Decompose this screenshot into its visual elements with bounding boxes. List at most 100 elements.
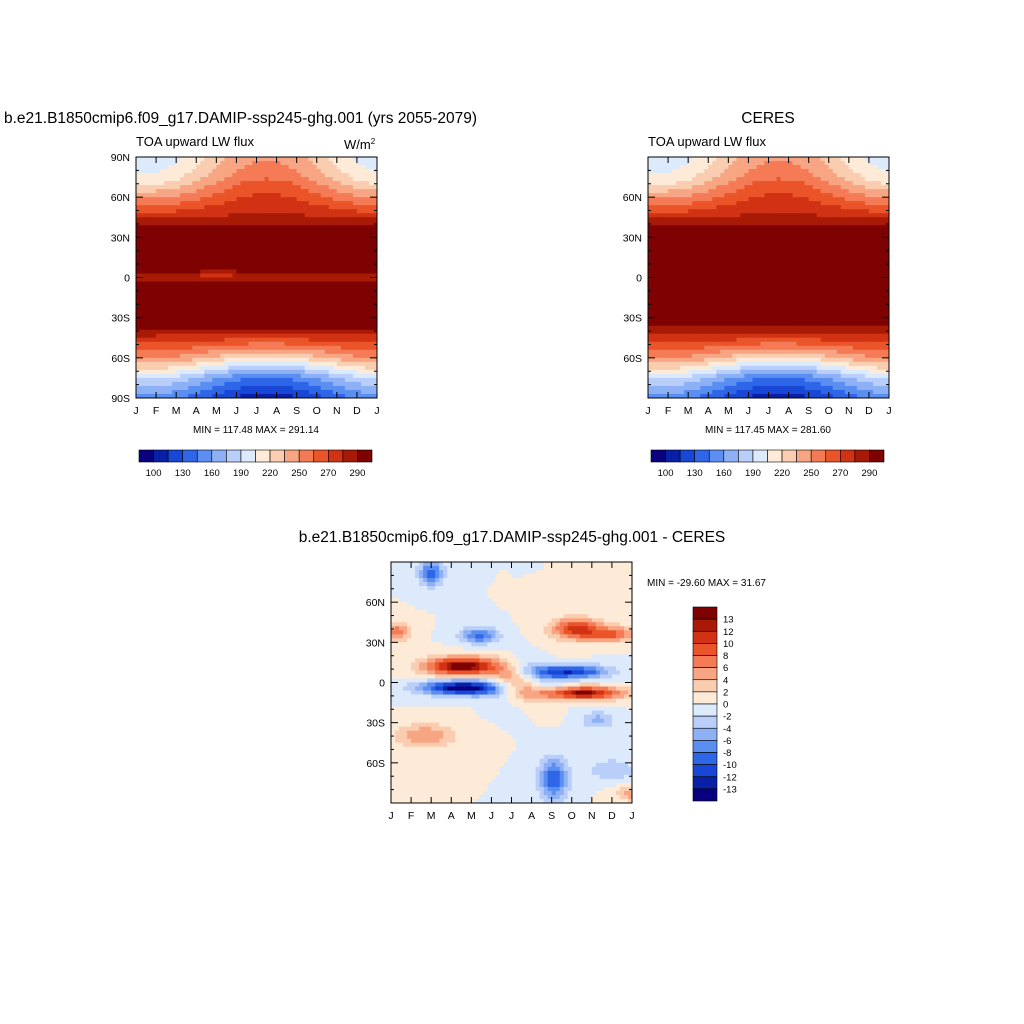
obs-x-tick-label: N [845, 405, 853, 417]
model-colorbar-box [357, 449, 373, 463]
diff-colorbar-box [692, 776, 718, 790]
diff-colorbar-label: -12 [723, 772, 737, 783]
obs-x-tick-label: D [865, 405, 873, 417]
diff-colorbar-label: -4 [723, 724, 731, 735]
model-colorbar-box [328, 449, 344, 463]
obs-title: CERES [741, 110, 794, 127]
model-colorbar-label: 290 [350, 468, 366, 479]
model-x-tick-label: J [234, 405, 239, 417]
obs-colorbar-label: 160 [716, 468, 732, 479]
obs-colorbar-box [781, 449, 797, 463]
diff-x-tick-label: D [608, 810, 616, 822]
obs-x-tick-label: J [746, 405, 751, 417]
model-colorbar-label: 160 [204, 468, 220, 479]
model-y-tick-label: 60N [111, 192, 130, 204]
diff-colorbar-label: 0 [723, 700, 728, 711]
model-x-tick-label: A [193, 405, 200, 417]
field-cells [648, 157, 889, 398]
model-x-tick-label: J [254, 405, 259, 417]
diff-colorbar-box [692, 764, 718, 778]
diff-colorbar-label: -2 [723, 712, 731, 723]
model-colorbar-box [255, 449, 271, 463]
obs-heatmap [648, 157, 889, 398]
diff-colorbar-label: -13 [723, 784, 737, 795]
model-colorbar-box [138, 449, 154, 463]
model-y-tick-label: 30N [111, 232, 130, 244]
diff-y-tick-label: 30S [366, 718, 385, 730]
obs-y-tick-label: 30S [623, 313, 642, 325]
diff-colorbar-label: 8 [723, 651, 728, 662]
diff-colorbar-label: -10 [723, 760, 737, 771]
diff-colorbar-box [692, 715, 718, 729]
diff-colorbar-box [692, 788, 718, 802]
diff-colorbar-label: 13 [723, 615, 734, 626]
obs-colorbar-box [752, 449, 768, 463]
diff-x-tick-label: J [388, 810, 393, 822]
model-x-tick-label: D [353, 405, 361, 417]
obs-colorbar-box [825, 449, 841, 463]
obs-x-tick-label: M [724, 405, 733, 417]
obs-y-tick-label: 0 [636, 273, 642, 285]
diff-x-tick-label: O [568, 810, 576, 822]
model-colorbar-box [313, 449, 329, 463]
diff-colorbar-box [692, 740, 718, 753]
obs-colorbar-box [694, 449, 710, 463]
diff-x-tick-label: J [509, 810, 514, 822]
model-colorbar-box [153, 449, 169, 463]
obs-colorbar-label: 290 [862, 468, 878, 479]
diff-x-tick-label: A [528, 810, 535, 822]
model-colorbar-label: 250 [291, 468, 307, 479]
model-colorbar-box [284, 449, 300, 463]
obs-colorbar-label: 220 [774, 468, 790, 479]
model-colorbar-box [196, 449, 213, 463]
model-x-tick-label: N [333, 405, 341, 417]
obs-colorbar-box [679, 449, 695, 463]
diff-y-tick-label: 60S [366, 758, 385, 770]
model-x-tick-label: J [374, 405, 379, 417]
model-colorbar-box [167, 449, 183, 463]
obs-colorbar-box [869, 449, 885, 463]
diff-colorbar-box [692, 630, 718, 644]
obs-colorbar: 100 130 160 190 220 250 270 290 [650, 449, 885, 479]
obs-colorbar-box [840, 449, 856, 463]
diff-colorbar-box [692, 691, 718, 705]
model-units: W/m2 [344, 137, 376, 152]
model-x-tick-label: O [313, 405, 321, 417]
model-colorbar-box [269, 449, 285, 463]
model-title: b.e21.B1850cmip6.f09_g17.DAMIP-ssp245-gh… [4, 110, 477, 127]
diff-y-tick-label: 30N [366, 637, 385, 649]
diff-colorbar-box [692, 703, 718, 717]
diff-x-tick-label: N [588, 810, 596, 822]
obs-x-tick-label: A [785, 405, 792, 417]
diff-colorbar-box [692, 618, 718, 632]
diff-colorbar-label: 4 [723, 675, 728, 686]
obs-y-tick-label: 60S [623, 353, 642, 365]
model-colorbar-box [298, 449, 315, 463]
obs-x-tick-label: F [665, 405, 671, 417]
diff-x-tick-label: A [448, 810, 455, 822]
diff-x-tick-label: M [467, 810, 476, 822]
model-variable-label: TOA upward LW flux [136, 134, 255, 149]
model-colorbar-box [211, 449, 227, 463]
diff-colorbar-box [692, 655, 718, 668]
model-colorbar: 100 130 160 190 220 250 270 290 [138, 449, 373, 479]
diff-colorbar-label: 6 [723, 663, 728, 674]
diff-colorbar-box [692, 752, 718, 765]
obs-x-tick-label: S [805, 405, 812, 417]
model-y-tick-label: 30S [111, 313, 130, 325]
obs-minmax: MIN = 117.45 MAX = 281.60 [705, 425, 831, 436]
obs-colorbar-label: 270 [832, 468, 848, 479]
diff-colorbar-box [692, 667, 718, 681]
obs-colorbar-label: 250 [803, 468, 819, 479]
obs-x-tick-label: J [766, 405, 771, 417]
diff-x-tick-label: M [427, 810, 436, 822]
model-x-tick-label: M [172, 405, 181, 417]
field-cells [136, 157, 377, 398]
obs-colorbar-box [767, 449, 783, 463]
obs-colorbar-box [810, 449, 827, 463]
obs-variable-label: TOA upward LW flux [648, 134, 767, 149]
